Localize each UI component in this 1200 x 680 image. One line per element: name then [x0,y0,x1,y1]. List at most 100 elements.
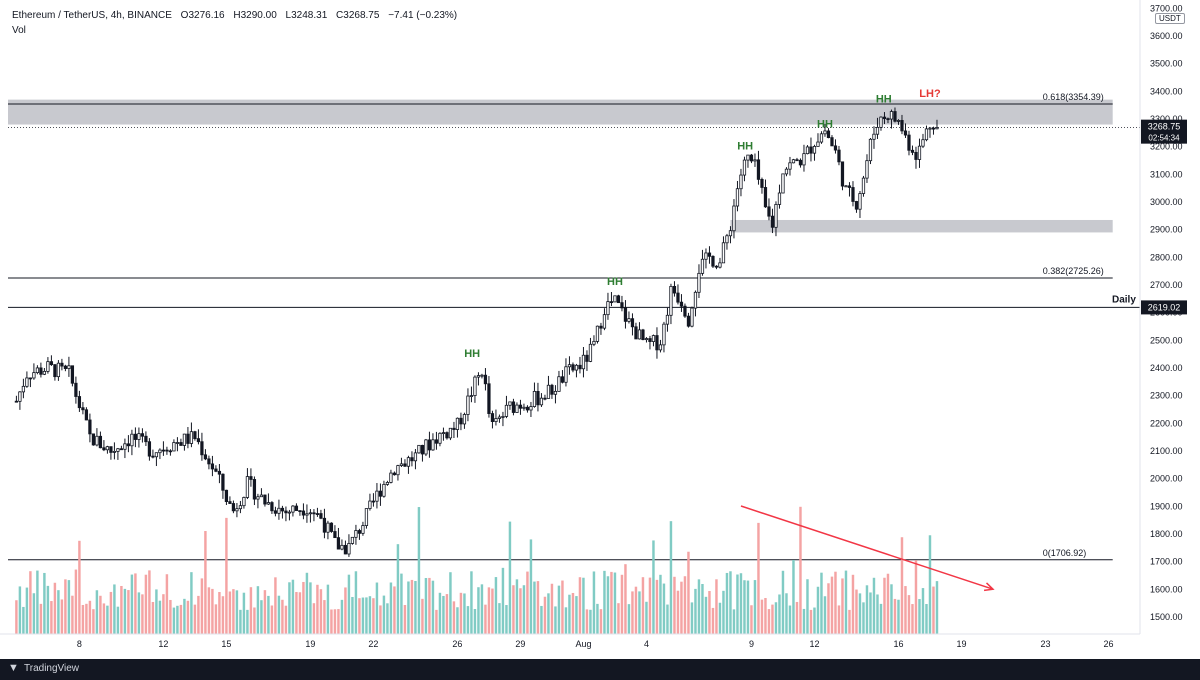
time-axis[interactable]: 8 12 15 19 22 26 29 Aug 4 9 12 16 19 23 26 [0,633,1140,649]
volume-bar-134 [484,604,487,634]
volume-bar-30 [120,585,123,634]
time-tick-14: 26 [1103,639,1113,649]
trendline-arrow [983,582,995,592]
candle-body-95 [347,543,351,555]
volume-bar-256 [911,604,914,634]
volume-bar-210 [750,605,753,634]
candle-body-1 [18,391,22,402]
price-tick-17: 3200.00 [1150,142,1183,152]
candle-body-167 [599,325,603,329]
candle-body-218 [777,192,782,205]
candle-body-75 [277,507,281,514]
candle-body-90 [329,522,334,532]
volume-bar-115 [417,507,421,634]
candle-body-169 [606,301,610,316]
candle-body-0 [14,400,19,403]
volume-bar-4 [29,571,32,634]
candle-body-197 [704,252,708,260]
candle-body-5 [32,372,36,379]
volume-bar-225 [802,608,806,634]
volume-bar-242 [862,602,865,634]
volume-bar-157 [564,607,568,634]
volume-bar-106 [386,603,389,634]
price-tick-5: 2000.00 [1150,474,1183,484]
volume-bar-38 [148,570,151,634]
volume-bar-122 [442,595,445,634]
volume-bar-203 [725,572,729,634]
candle-body-19 [81,407,85,411]
ohlc-high: H3290.00 [233,10,277,21]
candle-body-12 [56,362,61,378]
candle-body-125 [452,427,456,430]
volume-bar-230 [820,572,823,634]
volume-bar-131 [473,609,477,634]
candle-body-213 [760,179,764,188]
candle-body-227 [809,146,813,154]
currency-label[interactable]: USDT [1155,13,1185,24]
volume-bar-116 [421,598,424,634]
candle-body-13 [60,362,64,367]
candle-body-208 [742,159,747,176]
volume-bar-144 [519,588,522,634]
candle-body-115 [417,444,421,454]
volume-bar-220 [785,593,788,634]
price-tick-6: 2100.00 [1150,446,1183,456]
volume-bar-40 [155,589,158,634]
volume-bar-243 [865,585,869,634]
candle-body-147 [529,406,533,411]
volume-bar-81 [298,592,302,634]
volume-bar-196 [701,584,704,634]
symbol-title[interactable]: Ethereum / TetherUS, 4h, BINANCE [12,10,172,21]
volume-legend[interactable]: Vol [12,25,26,36]
volume-bar-190 [680,581,683,634]
volume-bar-100 [365,597,368,634]
price-axis[interactable]: 1500.00 1600.00 1700.00 1800.00 1900.00 2000.… [1139,0,1187,634]
candle-body-123 [445,432,449,439]
candle-body-215 [767,206,771,217]
volume-bar-13 [60,599,64,634]
price-tick-16: 3100.00 [1150,169,1183,179]
candle-body-243 [865,160,869,179]
volume-bar-156 [561,580,564,634]
volume-bar-76 [281,599,284,634]
zone-1 [730,219,1113,233]
tradingview-logo-icon[interactable]: ▼ [8,662,19,674]
candle-body-253 [900,120,904,132]
volume-bar-51 [193,604,197,634]
volume-bar-209 [746,580,750,634]
volume-bar-101 [368,596,372,634]
time-tick-5: 26 [452,639,462,649]
volume-bar-151 [543,596,547,634]
volume-bar-17 [74,569,78,634]
volume-bar-207 [739,573,743,634]
footer-bar: ▼ TradingView [0,659,1200,680]
volume-bar-127 [459,592,463,634]
candlestick-chart[interactable]: 0.618(3354.39) 0.382(2725.26) 0(1706.92) Da… [0,0,1200,659]
candle-body-23 [95,435,99,446]
candle-body-31 [123,443,127,450]
candle-body-262 [931,127,936,130]
volume-bar-48 [183,598,186,634]
volume-bar-90 [330,609,333,634]
candle-body-259 [921,139,925,147]
volume-bar-217 [774,602,778,634]
candle-body-108 [392,472,397,476]
volume-bar-7 [39,603,43,634]
volume-bar-146 [526,571,529,634]
time-tick-4: 22 [368,639,378,649]
volume-bar-50 [190,572,193,634]
candle-body-82 [301,510,306,516]
candle-body-257 [914,151,918,160]
volume-bar-111 [403,605,407,634]
brand-name[interactable]: TradingView [24,663,80,674]
volume-bar-120 [435,609,438,634]
volume-bar-195 [697,579,701,634]
volume-bar-71 [263,590,267,634]
candle-body-28 [112,450,117,453]
volume-bar-239 [851,574,855,634]
volume-bar-66 [246,609,249,634]
volume-bar-128 [463,593,466,634]
volume-bar-194 [694,588,697,634]
price-tick-2: 1700.00 [1150,557,1183,567]
candle-body-51 [193,431,197,440]
